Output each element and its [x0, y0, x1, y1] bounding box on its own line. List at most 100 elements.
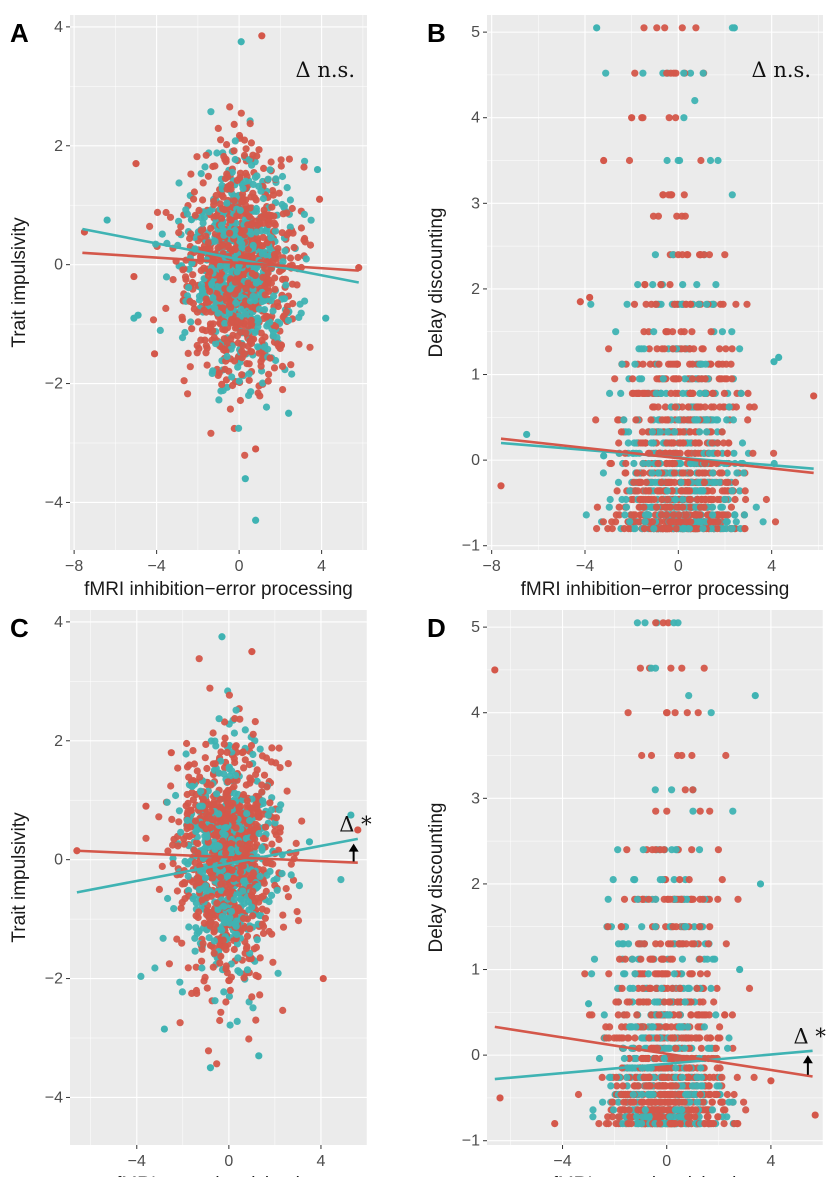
data-point-teal — [622, 503, 631, 511]
data-point-teal — [191, 934, 199, 942]
data-point-teal — [686, 69, 695, 77]
panel-letter: C — [10, 613, 29, 643]
data-point-red — [682, 300, 690, 308]
data-point-teal — [599, 469, 608, 477]
data-point-teal — [272, 175, 280, 183]
data-point-teal — [234, 954, 242, 962]
data-point-teal — [185, 923, 193, 931]
data-point-teal — [220, 231, 228, 239]
data-point-red — [249, 887, 257, 896]
data-point-teal — [651, 478, 659, 486]
data-point-teal — [252, 279, 260, 287]
data-point-teal — [240, 877, 248, 885]
data-point-red — [203, 764, 211, 773]
data-point-teal — [612, 328, 620, 336]
data-point-teal — [313, 165, 322, 174]
data-point-red — [213, 899, 221, 907]
data-point-teal — [602, 69, 610, 77]
data-point-red — [720, 439, 728, 447]
data-point-teal — [721, 495, 729, 504]
data-point-teal — [243, 966, 252, 974]
data-point-red — [694, 709, 702, 717]
data-point-red — [706, 518, 715, 526]
data-point-red — [199, 196, 207, 204]
data-point-red — [204, 1047, 213, 1055]
data-point-teal — [696, 360, 704, 368]
data-point-teal — [694, 478, 702, 486]
data-point-red — [687, 518, 695, 526]
data-point-red — [266, 799, 274, 807]
data-point-red — [187, 170, 195, 178]
data-point-teal — [770, 358, 778, 366]
data-point-red — [652, 503, 661, 511]
data-point-teal — [255, 1052, 263, 1060]
data-point-red — [221, 942, 229, 950]
data-point-red — [202, 740, 210, 749]
data-point-red — [671, 709, 679, 717]
data-point-red — [658, 495, 666, 504]
data-point-red — [193, 767, 201, 775]
data-point-red — [230, 357, 239, 365]
data-point-red — [209, 963, 217, 971]
data-point-red — [271, 828, 279, 836]
data-point-red — [657, 281, 665, 289]
data-point-teal — [267, 806, 276, 814]
data-point-red — [232, 824, 240, 832]
data-point-red — [283, 787, 291, 795]
data-point-red — [255, 898, 263, 906]
data-point-red — [203, 298, 211, 306]
data-point-red — [258, 788, 266, 796]
data-point-teal — [226, 914, 234, 922]
data-point-teal — [255, 911, 264, 920]
data-point-red — [198, 820, 206, 828]
data-point-teal — [287, 871, 295, 879]
data-point-teal — [718, 503, 727, 511]
data-point-red — [286, 254, 295, 262]
data-point-red — [608, 1098, 616, 1106]
data-point-teal — [702, 360, 710, 368]
x-tick-label: 0 — [674, 558, 683, 575]
data-point-teal — [283, 184, 291, 192]
data-point-teal — [195, 886, 203, 894]
x-axis-title: fMRI reward anticipation — [553, 1174, 758, 1177]
data-point-teal — [242, 310, 250, 318]
data-point-red — [275, 744, 283, 752]
data-point-red — [259, 929, 268, 938]
data-point-teal — [738, 439, 747, 447]
data-point-teal — [260, 343, 268, 351]
data-point-teal — [220, 770, 228, 778]
data-point-red — [226, 986, 234, 995]
data-point-red — [619, 1082, 627, 1090]
data-point-red — [224, 778, 232, 786]
data-point-teal — [264, 811, 272, 819]
data-point-red — [198, 957, 206, 965]
data-point-teal — [245, 391, 253, 399]
data-point-red — [701, 469, 709, 477]
data-point-teal — [199, 219, 207, 227]
data-point-red — [613, 487, 621, 495]
data-point-red — [238, 354, 246, 362]
data-point-teal — [233, 1017, 241, 1025]
data-point-red — [255, 813, 263, 821]
data-point-teal — [232, 922, 240, 930]
data-point-red — [175, 818, 183, 826]
data-point-teal — [617, 389, 625, 397]
data-point-red — [158, 862, 166, 871]
data-point-teal — [241, 475, 249, 483]
data-point-teal — [223, 199, 231, 207]
data-point-teal — [239, 887, 247, 895]
data-point-red — [641, 389, 649, 397]
data-point-red — [223, 185, 231, 193]
data-point-red — [706, 807, 714, 815]
data-point-red — [700, 478, 709, 486]
data-point-red — [639, 469, 648, 477]
data-point-red — [665, 459, 674, 468]
data-point-red — [741, 487, 749, 495]
data-point-red — [685, 1120, 693, 1128]
data-point-red — [199, 795, 207, 803]
data-point-red — [197, 227, 205, 235]
data-point-teal — [172, 791, 180, 800]
data-point-red — [282, 885, 290, 893]
data-point-red — [287, 860, 295, 868]
data-point-teal — [273, 875, 281, 883]
